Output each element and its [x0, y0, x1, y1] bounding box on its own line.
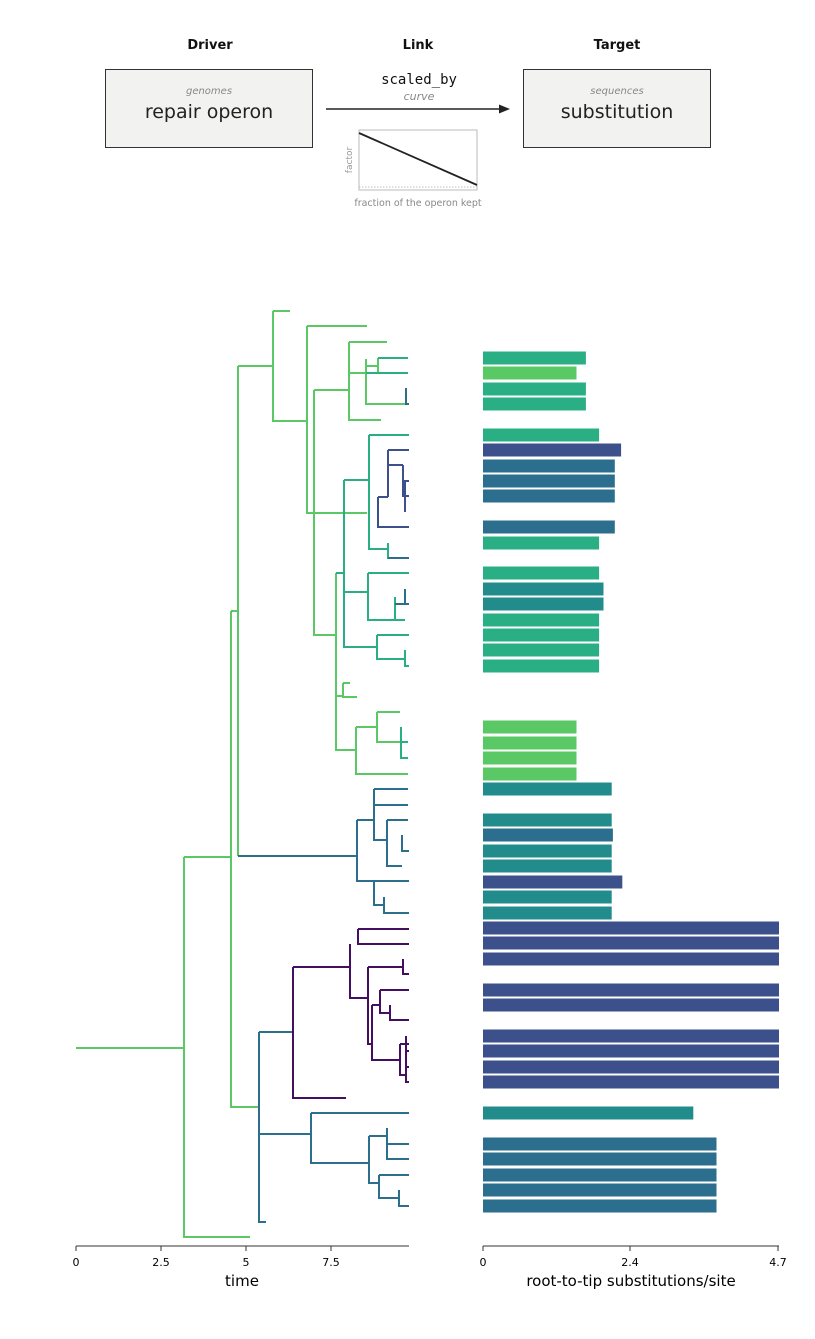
target-header: Target — [593, 38, 641, 53]
substitution-bar — [483, 906, 612, 920]
substitution-bar — [483, 628, 600, 642]
substitution-bar — [483, 582, 604, 596]
substitution-bar — [483, 875, 623, 889]
substitution-bar — [483, 828, 613, 842]
substitution-bar — [483, 1075, 779, 1089]
substitution-bar — [483, 397, 586, 411]
substitution-bar — [483, 613, 600, 627]
link-function: curve — [403, 90, 435, 103]
substitution-bar — [483, 1199, 717, 1213]
tree-tick-label: 2.5 — [152, 1256, 170, 1269]
link-relation: scaled_by — [381, 72, 457, 88]
link-arrow — [326, 104, 510, 114]
tree-axis: 0 2.5 5 7.5 time — [73, 1245, 409, 1290]
driver-category: genomes — [185, 86, 233, 97]
inset-xlabel: fraction of the operon kept — [354, 198, 482, 209]
substitution-bar — [483, 998, 779, 1012]
substitution-bar — [483, 382, 586, 396]
substitution-bar — [483, 1168, 717, 1182]
substitution-bar — [483, 643, 600, 657]
substitution-bar — [483, 736, 577, 750]
substitution-bar — [483, 844, 612, 858]
substitution-bar — [483, 366, 577, 380]
tree-tick-label: 5 — [243, 1256, 250, 1269]
inset-ylabel: factor — [345, 147, 355, 174]
substitution-bar — [483, 983, 779, 997]
scaling-curve-line — [358, 132, 478, 186]
inset-curve-plot: factor fraction of the operon kept — [345, 129, 482, 209]
substitution-bar — [483, 1044, 779, 1058]
substitution-bar — [483, 597, 604, 611]
substitution-bar — [483, 428, 600, 442]
bar-axis: 0 2.4 4.7 root-to-tip substitutions/site — [480, 1245, 787, 1290]
substitution-bar — [483, 767, 577, 781]
substitution-bar — [483, 952, 779, 966]
substitution-bar — [483, 351, 586, 365]
substitution-bar — [483, 1152, 717, 1166]
substitution-bar — [483, 813, 612, 827]
substitution-bar — [483, 1137, 717, 1151]
bar-tick-label: 0 — [480, 1256, 487, 1269]
target-category: sequences — [590, 86, 644, 97]
substitution-bar — [483, 474, 615, 488]
driver-header: Driver — [187, 38, 233, 53]
driver-box: genomes repair operon — [105, 69, 313, 148]
bar-tick-label: 4.7 — [769, 1256, 787, 1269]
substitution-bar — [483, 921, 779, 935]
substitution-bar — [483, 1060, 779, 1074]
substitution-bar — [483, 489, 615, 503]
substitution-bar — [483, 782, 612, 796]
substitution-bar — [483, 659, 600, 673]
tree-tick-label: 7.5 — [322, 1256, 340, 1269]
target-box: sequences substitution — [523, 69, 711, 148]
substitution-bar — [483, 1183, 717, 1197]
target-name: substitution — [560, 101, 674, 123]
bar-chart — [483, 351, 779, 1213]
tree-axis-label: time — [225, 1272, 259, 1290]
substitution-bar — [483, 1106, 694, 1120]
substitution-bar — [483, 1029, 779, 1043]
substitution-bar — [483, 459, 615, 473]
bar-axis-label: root-to-tip substitutions/site — [526, 1272, 735, 1290]
substitution-bar — [483, 536, 600, 550]
substitution-bar — [483, 859, 612, 873]
bar-tick-label: 2.4 — [621, 1256, 639, 1269]
substitution-bar — [483, 936, 779, 950]
tree-tick-label: 0 — [73, 1256, 80, 1269]
substitution-bar — [483, 520, 615, 534]
driver-name: repair operon — [144, 101, 274, 123]
substitution-bar — [483, 566, 600, 580]
substitution-bar — [483, 720, 577, 734]
substitution-bar — [483, 751, 577, 765]
substitution-bar — [483, 890, 612, 904]
link-header: Link — [402, 38, 434, 53]
substitution-bar — [483, 443, 622, 457]
phylogenetic-tree — [76, 310, 409, 1238]
